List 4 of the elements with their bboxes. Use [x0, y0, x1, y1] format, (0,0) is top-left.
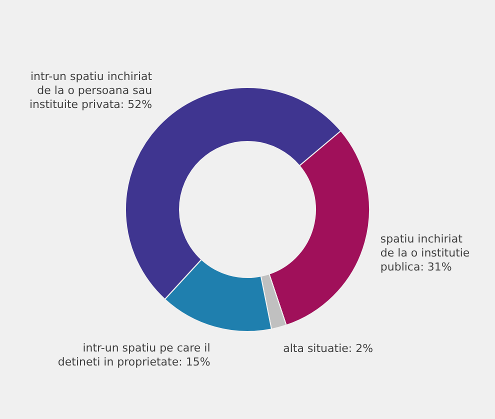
- slice-label: alta situatie: 2%: [283, 342, 374, 355]
- slice-label: intr-un spatiu inchiriat de la o persoana sau instituite privata: 52%: [29, 70, 153, 111]
- slice-label: intr-un spatiu pe care il detineti in proprietate: 15%: [58, 341, 210, 368]
- slice-label: spatiu inchiriat de la o institutie publica: 31%: [380, 232, 470, 274]
